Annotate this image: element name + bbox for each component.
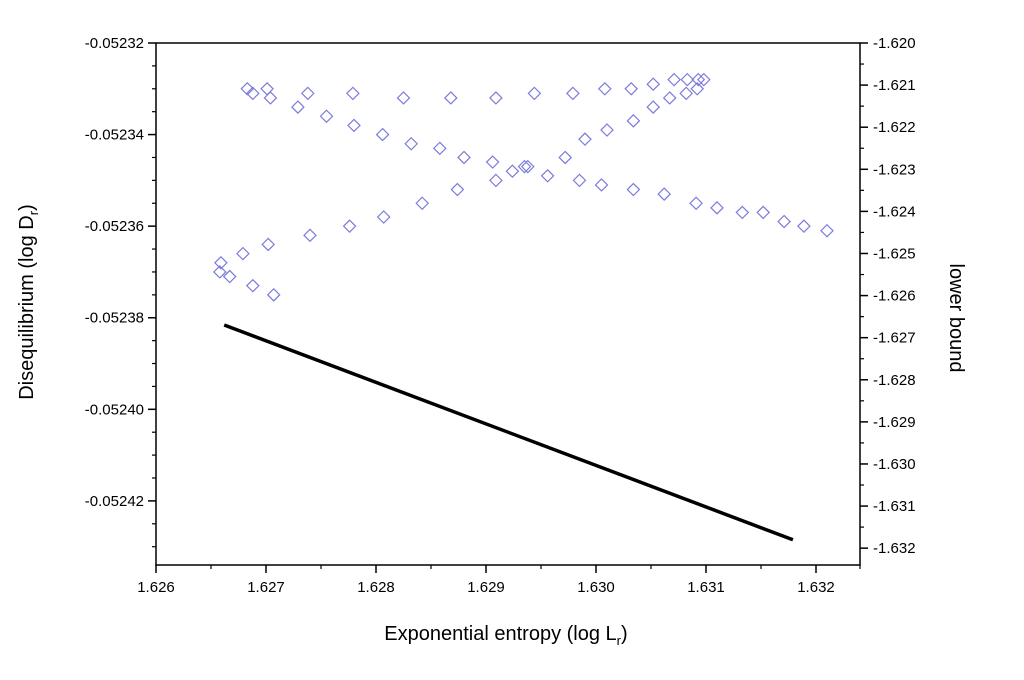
y-tick-label: -0.05240	[85, 401, 144, 418]
scatter-point	[777, 214, 791, 229]
y2-tick-label: -1.630	[873, 456, 916, 473]
scatter-point	[626, 182, 641, 197]
scatter-point	[303, 228, 317, 243]
scatter-point	[415, 196, 430, 211]
scatter-point	[646, 100, 661, 114]
x-tick-label: 1.626	[137, 579, 175, 596]
scatter-point	[624, 81, 639, 96]
scatter-point	[222, 269, 237, 284]
y2-tick-label: -1.628	[873, 372, 916, 389]
scatter-point	[236, 246, 250, 261]
scatter-point	[347, 118, 361, 133]
scatter-point	[404, 136, 419, 151]
lower-bound-line	[223, 323, 794, 542]
scatter-point	[558, 150, 573, 165]
scatter-point	[505, 164, 520, 179]
scatter-point	[266, 287, 281, 302]
y2-tick-label: -1.621	[873, 77, 916, 94]
x-tick-label: 1.632	[797, 579, 835, 596]
scatter-point	[245, 278, 260, 293]
scatter-point	[597, 81, 612, 96]
scatter-point	[432, 141, 447, 156]
y2-tick-label: -1.624	[873, 203, 916, 220]
x-tick-label: 1.630	[577, 579, 615, 596]
scatter-point	[342, 219, 357, 234]
scatter-point	[600, 123, 614, 137]
x-tick-label: 1.627	[247, 579, 285, 596]
scatter-point	[797, 219, 811, 234]
x-tick-label: 1.629	[467, 579, 505, 596]
y2-tick-label: -1.622	[873, 119, 916, 136]
x-tick-label: 1.628	[357, 579, 395, 596]
scatter-point	[245, 86, 260, 101]
y2-tick-label: -1.631	[873, 498, 916, 515]
y2-tick-label: -1.620	[873, 35, 916, 52]
scatter-point	[457, 150, 471, 165]
scatter-point	[240, 81, 255, 96]
x-axis-label: Exponential entropy (log Lr)	[384, 623, 627, 648]
scatter-point	[489, 91, 503, 105]
y-tick-label: -0.05236	[85, 218, 144, 235]
scatter-point	[376, 210, 391, 224]
scatter-point	[443, 91, 458, 105]
scatter-point	[396, 91, 411, 105]
scatter-point	[578, 132, 592, 147]
y-axis-label: Disequilibrium (log Dr)	[16, 204, 41, 400]
scatter-point	[261, 237, 276, 252]
y2-tick-label: -1.632	[873, 540, 916, 557]
y2-tick-label: -1.627	[873, 330, 916, 347]
scatter-point	[566, 86, 580, 101]
scatter-point	[735, 205, 750, 220]
scatter-point	[263, 91, 278, 105]
scatter-point	[212, 265, 227, 279]
y-tick-label: -0.05232	[85, 35, 144, 52]
plot-frame	[155, 42, 861, 566]
y2-tick-label: -1.625	[873, 245, 916, 262]
scatter-point	[214, 255, 228, 270]
scatter-point	[319, 109, 334, 124]
scatter-point	[489, 173, 503, 188]
y-tick-label: -0.05242	[85, 493, 144, 510]
scatter-point	[527, 86, 542, 101]
scatter-point	[691, 72, 706, 87]
scatter-point	[375, 127, 390, 142]
scatter-point	[646, 77, 661, 92]
axes: 1.626 1.627 1.628 1.629 1.630 1.631 1.632 -0.05…	[85, 35, 916, 596]
scatter-point	[756, 205, 771, 220]
scatter-point	[346, 86, 360, 101]
scatter-point	[300, 86, 315, 101]
scatter-point	[696, 72, 711, 87]
scatter-point	[667, 72, 681, 87]
scatter-point	[662, 91, 677, 105]
scatter-point	[679, 86, 694, 101]
y2-tick-label: -1.626	[873, 288, 916, 305]
right-axis-label: lower bound	[945, 264, 967, 373]
y2-tick-label: -1.629	[873, 414, 916, 431]
scatter-point	[450, 182, 465, 197]
scatter-point	[540, 168, 555, 183]
scatter-point	[657, 187, 672, 201]
scatter-point	[710, 200, 724, 215]
scatter-point	[820, 223, 834, 238]
y-tick-label: -0.05238	[85, 310, 144, 327]
y-tick-label: -0.05234	[85, 127, 144, 144]
scatter-point	[517, 159, 532, 174]
y2-tick-label: -1.623	[873, 161, 916, 178]
scatter-point	[520, 159, 535, 174]
scatter-point	[690, 81, 705, 96]
chart-marks	[212, 72, 834, 542]
x-tick-label: 1.631	[687, 579, 725, 596]
scatter-point	[572, 173, 587, 188]
scatter-point	[291, 100, 305, 114]
scatter-point	[626, 113, 641, 128]
scatter-point	[485, 155, 500, 169]
scatter-point	[680, 72, 695, 87]
scatter-point	[594, 178, 609, 192]
scatter-point	[689, 196, 703, 211]
